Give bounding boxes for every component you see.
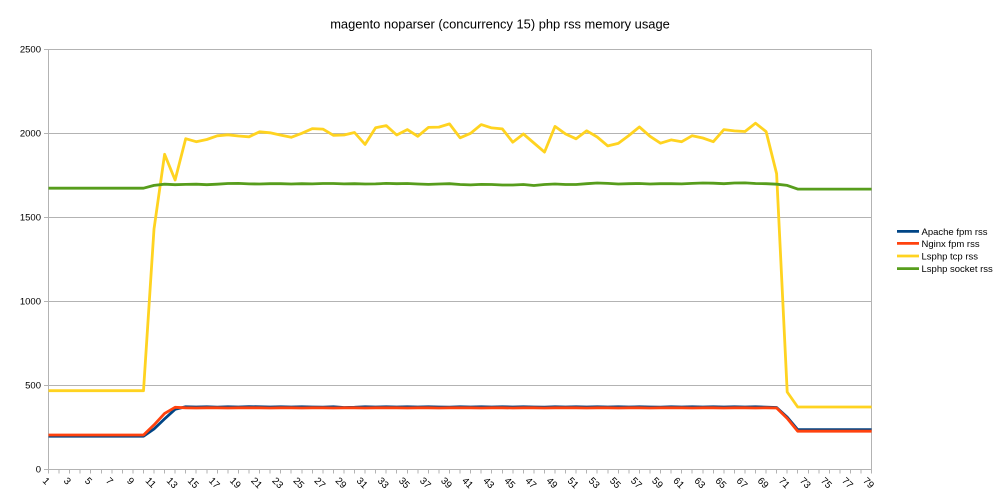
svg-text:2500: 2500 bbox=[20, 44, 41, 55]
svg-text:Lsphp socket rss: Lsphp socket rss bbox=[922, 264, 994, 275]
svg-text:Apache fpm rss: Apache fpm rss bbox=[922, 227, 988, 238]
svg-text:1000: 1000 bbox=[20, 296, 41, 307]
svg-text:500: 500 bbox=[25, 380, 41, 391]
svg-text:2000: 2000 bbox=[20, 128, 41, 139]
svg-text:7: 7 bbox=[103, 476, 115, 488]
svg-text:Lsphp tcp rss: Lsphp tcp rss bbox=[922, 251, 979, 262]
svg-text:1500: 1500 bbox=[20, 212, 41, 223]
svg-text:1: 1 bbox=[40, 476, 52, 488]
svg-text:9: 9 bbox=[124, 476, 136, 488]
svg-text:0: 0 bbox=[36, 464, 41, 475]
svg-text:magento noparser (concurrency: magento noparser (concurrency 15) php rs… bbox=[330, 17, 670, 32]
svg-text:Nginx fpm rss: Nginx fpm rss bbox=[922, 239, 980, 250]
